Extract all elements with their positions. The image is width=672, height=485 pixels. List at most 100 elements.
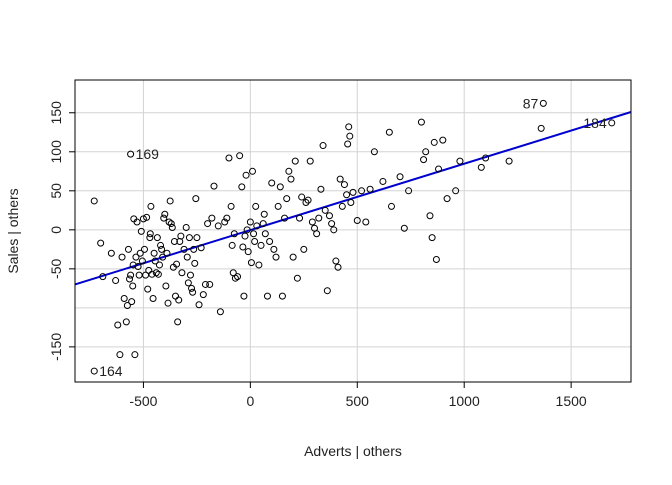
data-point [230, 230, 238, 238]
data-point [270, 245, 278, 253]
data-point [188, 284, 196, 292]
data-point [162, 282, 170, 290]
data-point [537, 124, 545, 132]
data-point [223, 214, 231, 222]
data-point [308, 218, 316, 226]
fit-line-layer [74, 111, 632, 286]
data-point [131, 351, 139, 359]
data-point [330, 226, 338, 234]
data-point [120, 295, 128, 303]
data-point [345, 123, 353, 131]
data-point [263, 292, 271, 300]
data-point [336, 175, 344, 183]
y-tick-label: -150 [48, 333, 64, 361]
y-tick-label: 100 [48, 140, 64, 164]
data-point [366, 185, 374, 193]
data-point [244, 248, 252, 256]
y-tick-label: 0 [48, 226, 64, 234]
x-axis-title: Adverts | others [304, 443, 402, 459]
regression-line [74, 111, 632, 286]
data-point [204, 220, 212, 228]
data-point [240, 292, 248, 300]
data-point [239, 243, 247, 251]
data-point [332, 257, 340, 265]
data-point [370, 148, 378, 156]
y-tick-label: 50 [48, 183, 64, 199]
data-point [250, 230, 258, 238]
point-label: 169 [136, 146, 160, 162]
data-point [231, 274, 239, 282]
data-point [385, 128, 393, 136]
data-point [210, 182, 218, 190]
data-point [150, 249, 158, 257]
data-point [505, 157, 513, 165]
data-point [174, 318, 182, 326]
data-point [362, 218, 370, 226]
data-point [133, 218, 141, 226]
data-point [346, 132, 354, 140]
y-tick-label: -50 [48, 259, 64, 279]
data-point [159, 253, 167, 261]
data-point [90, 197, 98, 205]
data-point [154, 270, 162, 278]
data-point [152, 269, 160, 277]
data-point [443, 195, 451, 203]
data-point [134, 263, 142, 271]
data-point [197, 244, 205, 252]
data-point [456, 157, 464, 165]
data-point [261, 230, 269, 238]
data-point [149, 295, 157, 303]
data-point [183, 253, 191, 261]
data-point [178, 269, 186, 277]
data-point [227, 202, 235, 210]
data-point [319, 142, 327, 150]
data-point [302, 199, 310, 207]
data-point [306, 157, 314, 165]
data-point [259, 220, 267, 228]
data-point [439, 136, 447, 144]
data-point [123, 302, 131, 310]
x-tick-label: 0 [246, 393, 254, 409]
data-point [296, 214, 304, 222]
data-point [221, 218, 229, 226]
data-point [338, 202, 346, 210]
data-point [248, 167, 256, 175]
data-point [182, 223, 190, 231]
data-point [107, 249, 115, 257]
data-point [432, 255, 440, 263]
data-point [236, 152, 244, 160]
data-point [206, 280, 214, 288]
data-point [175, 296, 183, 304]
data-point [165, 218, 173, 226]
x-tick-label: 1500 [556, 393, 587, 409]
data-point [325, 212, 333, 220]
data-point [289, 253, 297, 261]
data-point [242, 171, 250, 179]
data-point [238, 183, 246, 191]
data-point [344, 140, 352, 148]
data-point [276, 183, 284, 191]
data-point [298, 193, 306, 201]
data-point [430, 138, 438, 146]
data-point [199, 291, 207, 299]
data-point [246, 218, 254, 226]
point-label: 87 [523, 95, 539, 111]
data-point [328, 220, 336, 228]
data-point [157, 241, 165, 249]
data-point [141, 245, 148, 253]
data-point [208, 214, 216, 222]
data-point [477, 163, 485, 171]
data-point [139, 215, 147, 223]
data-point [151, 257, 159, 265]
data-point [334, 263, 342, 271]
data-point [216, 308, 224, 316]
x-tick-label: 1000 [449, 393, 480, 409]
data-point [353, 216, 361, 224]
x-tick-label: 500 [346, 393, 370, 409]
data-point [129, 261, 137, 269]
y-axis-title: Sales | others [5, 188, 21, 273]
points-layer [90, 118, 545, 359]
data-point [168, 223, 176, 231]
